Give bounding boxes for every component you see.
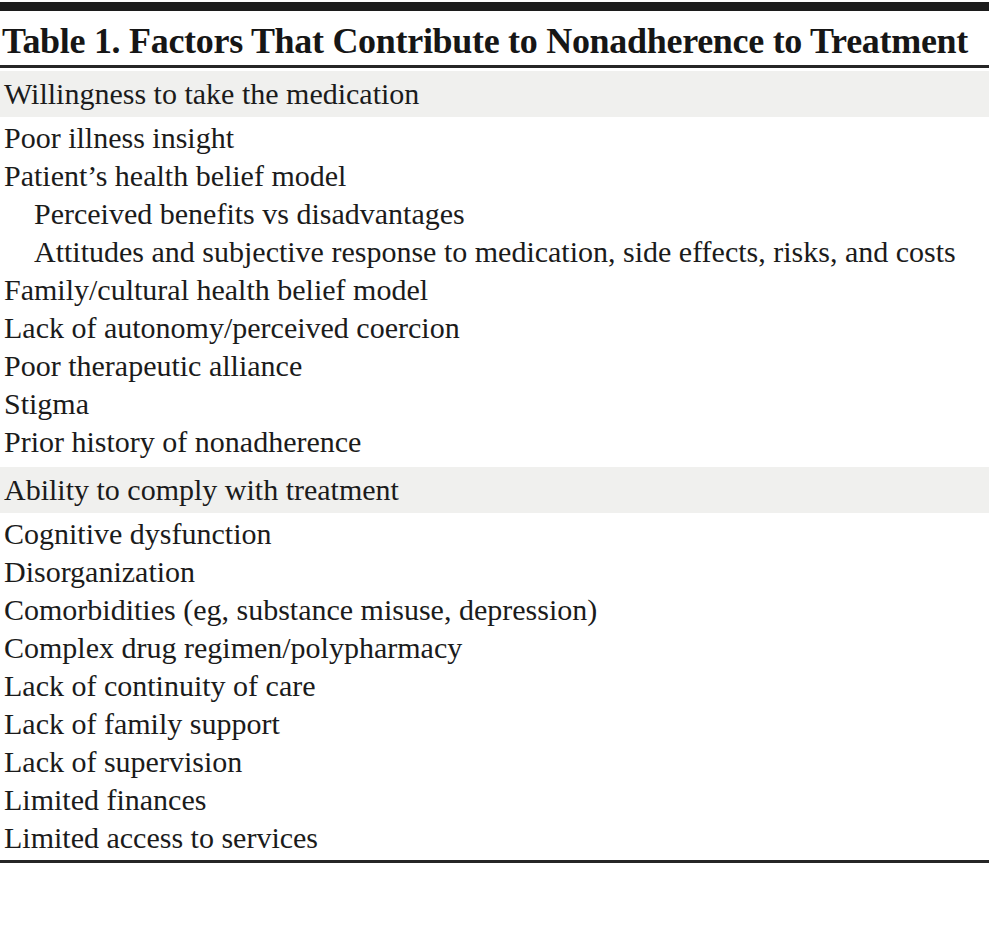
table-figure: Table 1. Factors That Contribute to Nona…	[0, 0, 989, 935]
table-bottom-rule	[0, 860, 989, 863]
table-row: Perceived benefits vs disadvantages	[4, 195, 985, 233]
section-rows-1: Cognitive dysfunction Disorganization Co…	[0, 513, 989, 859]
section-header-1: Ability to comply with treatment	[0, 467, 989, 513]
table-row: Limited finances	[4, 781, 985, 819]
table-body: Willingness to take the medication Poor …	[0, 71, 989, 859]
table-title: Table 1. Factors That Contribute to Nona…	[2, 22, 987, 61]
section-header-0: Willingness to take the medication	[0, 71, 989, 117]
section-rows-0: Poor illness insight Patient’s health be…	[0, 117, 989, 463]
table-row: Lack of autonomy/perceived coercion	[4, 309, 985, 347]
table-row: Attitudes and subjective response to med…	[4, 233, 985, 271]
table-row: Prior history of nonadherence	[4, 423, 985, 461]
table-row: Cognitive dysfunction	[4, 515, 985, 553]
title-rule	[0, 65, 989, 68]
table-row: Lack of continuity of care	[4, 667, 985, 705]
table-row: Comorbidities (eg, substance misuse, dep…	[4, 591, 985, 629]
table-row: Disorganization	[4, 553, 985, 591]
table-row: Poor therapeutic alliance	[4, 347, 985, 385]
table-row: Family/cultural health belief model	[4, 271, 985, 309]
table-row: Complex drug regimen/polypharmacy	[4, 629, 985, 667]
table-top-rule	[0, 2, 989, 11]
table-section-1: Ability to comply with treatment Cogniti…	[0, 467, 989, 859]
table-row: Lack of family support	[4, 705, 985, 743]
table-row: Patient’s health belief model	[4, 157, 985, 195]
table-row: Limited access to services	[4, 819, 985, 857]
table-row: Stigma	[4, 385, 985, 423]
table-section-0: Willingness to take the medication Poor …	[0, 71, 989, 463]
table-row: Poor illness insight	[4, 119, 985, 157]
table-row: Lack of supervision	[4, 743, 985, 781]
